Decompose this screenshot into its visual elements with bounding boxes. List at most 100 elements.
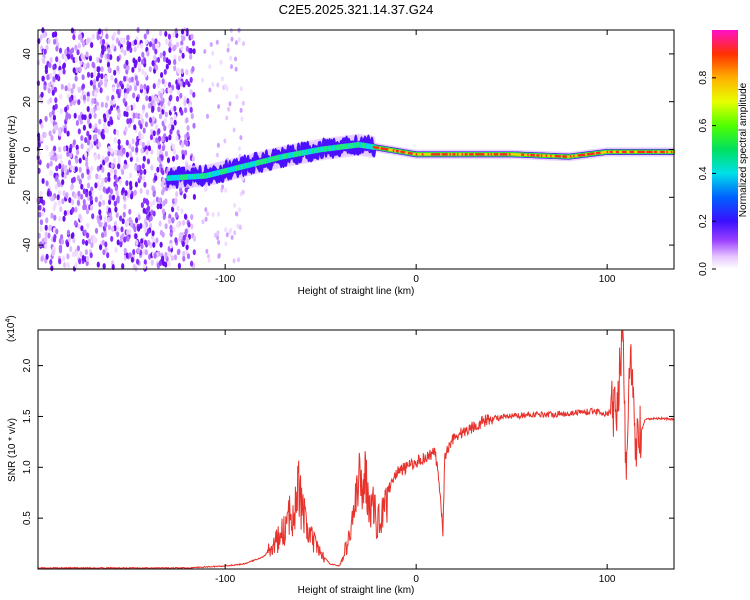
noise-speckle (159, 30, 163, 37)
noise-speckle (239, 107, 243, 113)
noise-speckle (58, 47, 63, 54)
noise-speckle (90, 42, 94, 48)
noise-speckle (85, 260, 89, 267)
y-tick-label: 0 (22, 146, 33, 152)
noise-speckle (45, 253, 49, 260)
noise-speckle (66, 229, 70, 236)
noise-speckle (116, 65, 120, 72)
noise-speckle (191, 40, 196, 47)
noise-speckle (132, 112, 136, 119)
noise-speckle (117, 158, 121, 165)
noise-speckle (58, 69, 62, 76)
noise-speckle (133, 226, 137, 233)
noise-speckle (142, 127, 146, 134)
noise-speckle (121, 169, 125, 175)
noise-speckle (175, 41, 180, 48)
noise-speckle (82, 124, 86, 131)
noise-speckle (63, 166, 68, 173)
noise-speckle (140, 238, 144, 245)
noise-speckle (91, 125, 95, 132)
noise-speckle (75, 250, 79, 257)
snr-x-axis-label: Height of straight line (km) (298, 585, 415, 596)
noise-speckle (85, 38, 89, 45)
noise-speckle (86, 130, 90, 137)
noise-speckle (122, 194, 126, 201)
noise-speckle (128, 117, 132, 124)
noise-speckle (67, 53, 71, 60)
noise-speckle (171, 124, 175, 131)
noise-speckle (178, 232, 182, 239)
noise-speckle (50, 195, 54, 202)
noise-speckle (112, 86, 116, 93)
noise-speckle (183, 100, 187, 106)
noise-speckle (125, 151, 129, 158)
noise-speckle (167, 100, 171, 107)
noise-speckle (121, 187, 125, 194)
noise-speckle (60, 238, 64, 245)
noise-speckle (81, 74, 85, 81)
noise-speckle (230, 64, 233, 70)
noise-speckle (106, 95, 110, 102)
noise-speckle (123, 75, 127, 82)
noise-speckle (91, 213, 95, 220)
noise-speckle (72, 237, 76, 244)
noise-speckle (136, 258, 140, 265)
noise-speckle (233, 202, 237, 208)
noise-speckle (102, 263, 106, 270)
noise-speckle (219, 59, 223, 65)
noise-speckle (49, 117, 54, 124)
noise-speckle (158, 197, 162, 204)
noise-speckle (89, 143, 93, 150)
noise-speckle (54, 183, 58, 190)
noise-speckle (241, 100, 245, 106)
noise-speckle (92, 62, 96, 69)
noise-speckle (104, 221, 108, 228)
noise-speckle (186, 125, 190, 131)
noise-speckle (179, 80, 183, 87)
noise-speckle (167, 87, 171, 93)
noise-speckle (142, 248, 146, 255)
noise-speckle (96, 56, 100, 63)
noise-speckle (116, 195, 120, 202)
noise-speckle (92, 79, 97, 85)
noise-speckle (152, 199, 156, 206)
noise-speckle (119, 37, 123, 44)
noise-speckle (119, 215, 123, 222)
noise-speckle (47, 38, 51, 45)
snr-frame (37, 329, 675, 570)
noise-speckle (97, 141, 101, 148)
noise-speckle (137, 214, 141, 221)
y-tick-label: 2.0 (22, 358, 33, 372)
noise-speckle (128, 85, 133, 92)
noise-speckle (133, 189, 137, 196)
noise-speckle (211, 212, 215, 217)
noise-speckle (80, 94, 84, 101)
noise-speckle (161, 145, 165, 152)
noise-speckle (162, 186, 166, 193)
noise-speckle (85, 191, 89, 198)
noise-speckle (52, 227, 57, 234)
noise-speckle (152, 130, 156, 137)
noise-speckle (58, 146, 62, 153)
noise-speckle (143, 71, 148, 78)
noise-speckle (111, 226, 115, 233)
noise-speckle (182, 255, 186, 262)
noise-speckle (41, 178, 45, 184)
noise-speckle (152, 191, 156, 198)
noise-speckle (74, 44, 78, 51)
noise-speckle (62, 255, 66, 262)
noise-speckle (90, 242, 94, 248)
noise-speckle (181, 153, 185, 160)
noise-speckle (46, 190, 51, 197)
noise-speckle (182, 250, 186, 257)
noise-speckle (119, 241, 123, 248)
noise-speckle (84, 137, 88, 143)
noise-speckle (79, 251, 83, 258)
noise-speckle (118, 149, 122, 156)
noise-speckle (156, 166, 160, 173)
noise-speckle (89, 79, 93, 86)
noise-speckle (161, 231, 165, 238)
noise-speckle (146, 50, 150, 57)
noise-speckle (77, 87, 82, 94)
